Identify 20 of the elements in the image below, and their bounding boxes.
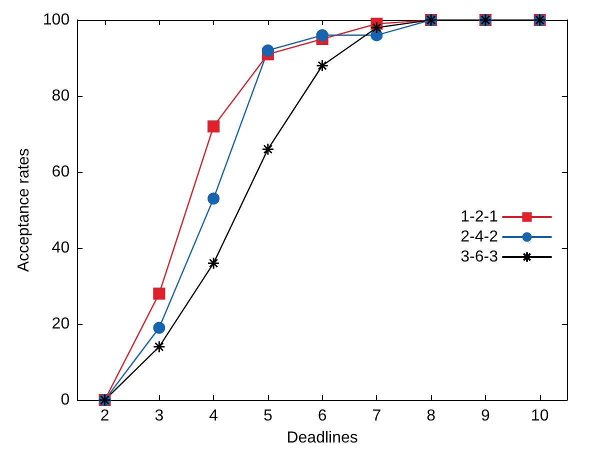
y-tick-label: 0	[60, 392, 70, 408]
legend-label: 3-6-3	[460, 248, 498, 266]
x-tick-label: 10	[530, 408, 549, 424]
legend-label: 1-2-1	[460, 208, 498, 226]
y-tick-label: 40	[52, 240, 70, 256]
y-axis-title: Acceptance rates	[16, 148, 32, 272]
y-tick-label: 100	[42, 12, 70, 28]
y-tick-label: 20	[52, 316, 70, 332]
x-tick-label: 6	[318, 408, 327, 424]
y-tick-label: 80	[52, 88, 70, 104]
x-tick-label: 3	[154, 408, 164, 424]
x-tick-label: 2	[100, 408, 110, 424]
legend-label: 2-4-2	[460, 228, 498, 246]
x-tick-label: 9	[480, 408, 490, 424]
x-tick-label: 4	[209, 408, 218, 424]
x-tick-label: 5	[263, 408, 272, 424]
x-tick-label: 8	[426, 408, 436, 424]
x-tick-label: 7	[372, 408, 382, 424]
y-tick-label: 60	[52, 164, 70, 180]
x-axis-title: Deadlines	[286, 430, 358, 446]
